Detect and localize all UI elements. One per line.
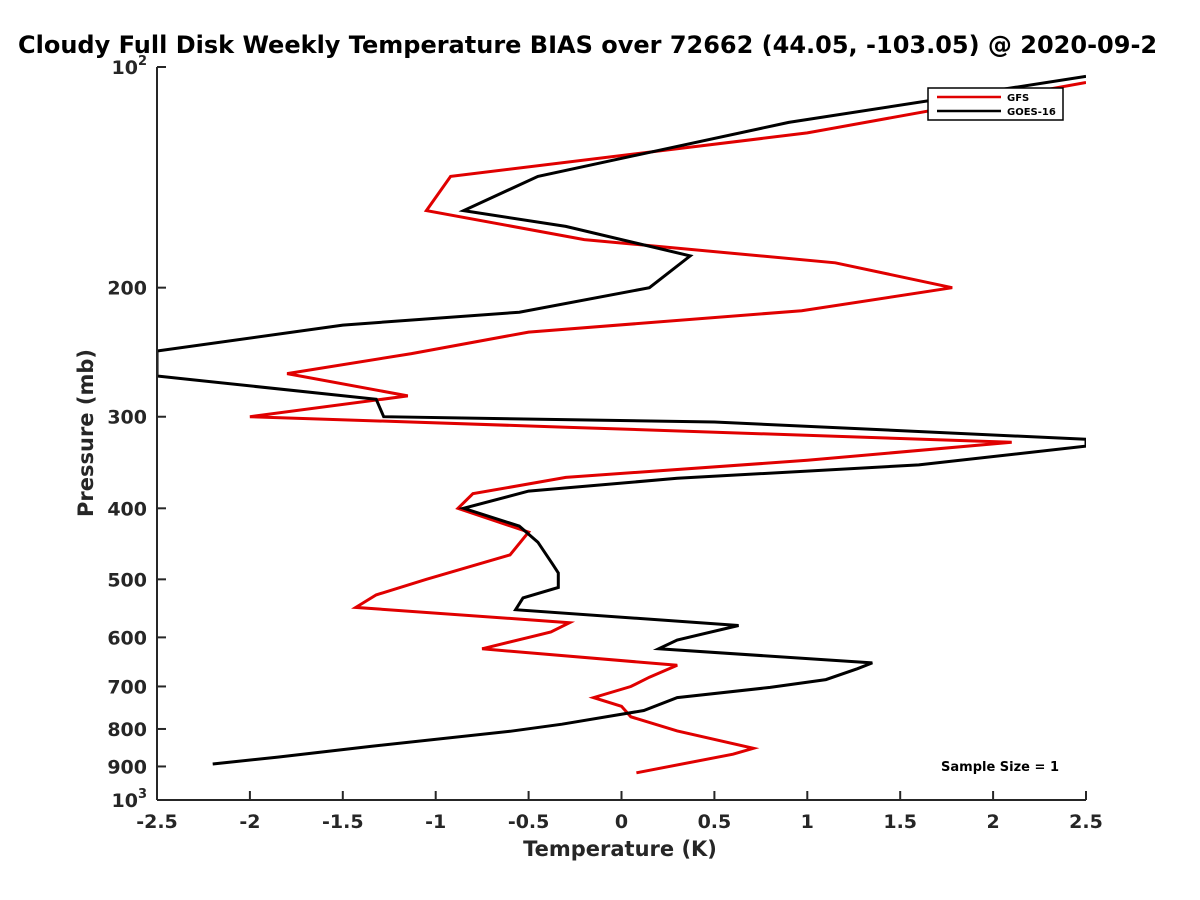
series-line-goes-16 <box>157 74 1086 766</box>
x-tick-label: 2.5 <box>1069 811 1103 833</box>
x-axis-label: Temperature (K) <box>523 837 717 861</box>
x-tick-label: -1.5 <box>322 811 364 833</box>
sample-size-annotation: Sample Size = 1 <box>941 760 1059 775</box>
x-tick-label: -1 <box>425 811 446 833</box>
ticks-layer: -2.5 -2 -1.5 -1 -0.5 0 0.5 1 1.5 2 2.5 102 200 300 400… <box>107 54 1103 833</box>
series-line-gfs <box>249 81 1086 775</box>
legend-label: GFS <box>1007 93 1029 104</box>
x-tick-label: 0.5 <box>698 811 732 833</box>
y-tick-label: 600 <box>107 627 147 649</box>
y-tick-label: 700 <box>107 676 147 698</box>
x-tick-label: -0.5 <box>508 811 550 833</box>
x-tick-label: -2 <box>239 811 260 833</box>
x-tick-label: 0 <box>615 811 628 833</box>
legend-box <box>927 87 1064 121</box>
y-tick-label: 900 <box>107 756 147 778</box>
legend-label: GOES-16 <box>1007 107 1056 118</box>
y-tick-label: 300 <box>107 407 147 429</box>
y-tick-label: 200 <box>107 278 147 300</box>
y-tick-label: 500 <box>107 569 147 591</box>
y-tick-label: 102 <box>112 54 148 79</box>
x-tick-label: 1 <box>801 811 814 833</box>
x-tick-label: 1.5 <box>883 811 917 833</box>
chart-title: Cloudy Full Disk Weekly Temperature BIAS… <box>18 31 1157 59</box>
legend: GFS GOES-16 <box>927 87 1064 121</box>
y-axis-label: Pressure (mb) <box>74 349 98 517</box>
series-layer <box>157 74 1086 775</box>
x-tick-label: -2.5 <box>136 811 178 833</box>
y-tick-label: 103 <box>112 787 148 812</box>
x-tick-label: 2 <box>986 811 999 833</box>
y-tick-label: 400 <box>107 498 147 520</box>
y-tick-label: 800 <box>107 719 147 741</box>
